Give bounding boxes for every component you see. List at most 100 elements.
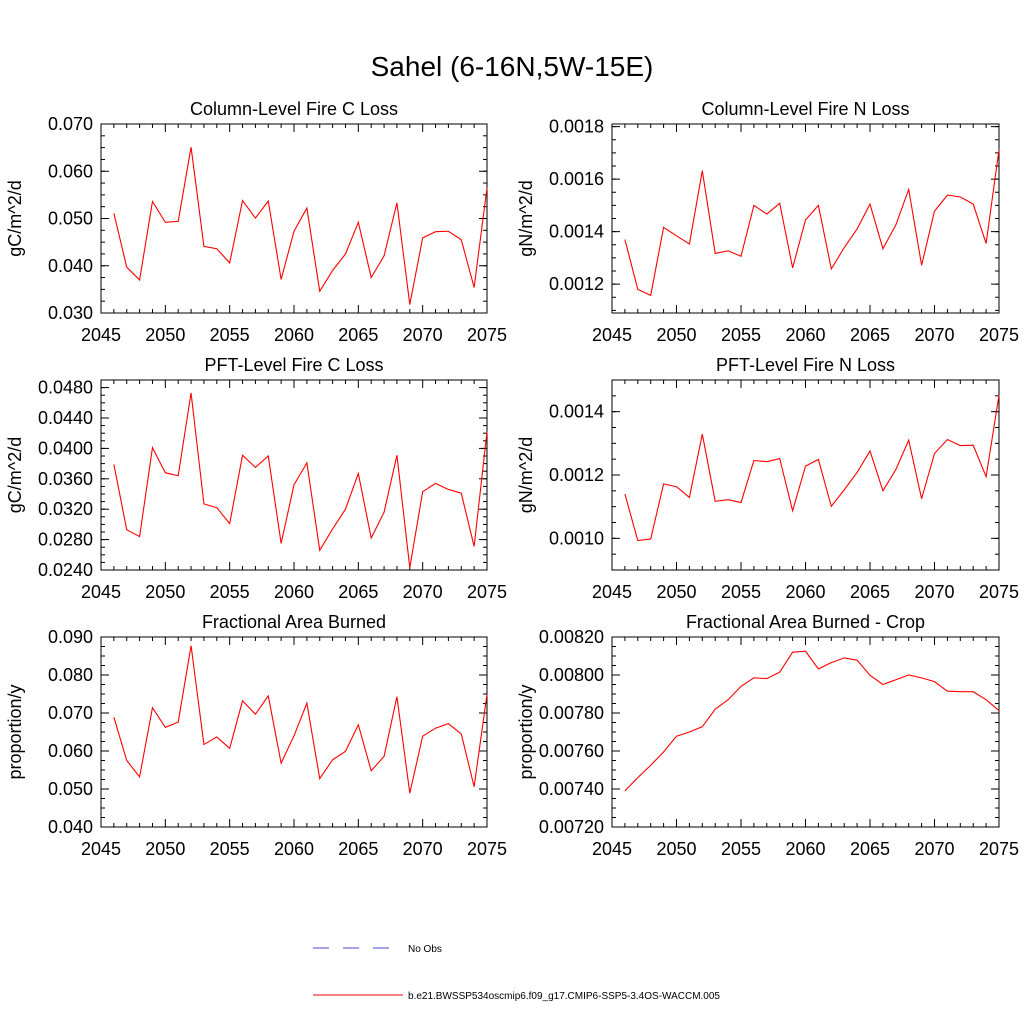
x-tick-label: 2060 — [274, 839, 314, 859]
legend-label-no-obs: No Obs — [408, 944, 442, 955]
y-tick-label: 0.0240 — [38, 560, 93, 580]
y-tick-label: 0.0360 — [38, 469, 93, 489]
x-tick-label: 2075 — [467, 839, 507, 859]
y-tick-label: 0.0012 — [549, 274, 604, 294]
y-axis-label: gN/m^2/d — [516, 180, 536, 256]
x-tick-label: 2055 — [721, 325, 761, 345]
x-tick-label: 2060 — [274, 582, 314, 602]
x-tick-label: 2055 — [210, 839, 250, 859]
y-tick-label: 0.040 — [48, 256, 93, 276]
y-tick-label: 0.070 — [48, 114, 93, 134]
panel-pft-fire-n-loss: PFT-Level Fire N Loss gN/m^2/d 2045 2050 205… — [516, 355, 1019, 602]
y-tick-label: 0.060 — [48, 161, 93, 181]
x-tick-label: 2050 — [145, 582, 185, 602]
x-tick-label: 2060 — [785, 325, 825, 345]
panel-column-fire-n-loss: Column-Level Fire N Loss gN/m^2/d 2045 2050… — [516, 99, 1019, 345]
figure-title: Sahel (6-16N,5W-15E) — [371, 51, 654, 82]
x-tick-label: 2075 — [979, 839, 1019, 859]
x-tick-label: 2070 — [914, 582, 954, 602]
plot-frame — [611, 123, 1000, 314]
plot-frame — [611, 636, 1000, 828]
y-tick-label: 0.00760 — [539, 741, 604, 761]
panel-title: PFT-Level Fire C Loss — [204, 355, 383, 375]
x-tick-label: 2055 — [721, 839, 761, 859]
x-tick-label: 2065 — [850, 325, 890, 345]
x-tick-label: 2065 — [338, 325, 378, 345]
y-tick-label: 0.040 — [48, 817, 93, 837]
x-tick-label: 2050 — [145, 325, 185, 345]
y-tick-label: 0.0320 — [38, 499, 93, 519]
panel-fractional-area-burned-crop: Fractional Area Burned - Crop proportion/… — [516, 612, 1019, 859]
y-tick-label: 0.00800 — [539, 665, 604, 685]
x-tick-label: 2075 — [467, 325, 507, 345]
series-line — [624, 650, 1000, 792]
panel-title: PFT-Level Fire N Loss — [716, 355, 895, 375]
x-tick-label: 2050 — [656, 582, 696, 602]
series-line — [113, 147, 488, 305]
y-tick-label: 0.0280 — [38, 530, 93, 550]
y-tick-label: 0.0014 — [549, 222, 604, 242]
x-tick-label: 2070 — [403, 325, 443, 345]
x-tick-label: 2060 — [274, 325, 314, 345]
panel-fractional-area-burned: Fractional Area Burned proportion/y 2045 20… — [5, 612, 507, 859]
x-tick-label: 2065 — [338, 582, 378, 602]
series-line — [113, 392, 488, 568]
series-line — [624, 149, 1000, 297]
x-tick-label: 2065 — [850, 839, 890, 859]
series-line — [624, 395, 1000, 542]
y-tick-label: 0.070 — [48, 703, 93, 723]
x-tick-label: 2045 — [81, 325, 121, 345]
y-tick-label: 0.060 — [48, 741, 93, 761]
x-tick-label: 2060 — [785, 839, 825, 859]
y-axis-label: gC/m^2/d — [5, 437, 25, 513]
y-tick-label: 0.00740 — [539, 779, 604, 799]
y-tick-label: 0.0018 — [549, 117, 604, 137]
x-tick-label: 2055 — [210, 325, 250, 345]
x-tick-label: 2060 — [785, 582, 825, 602]
y-tick-label: 0.0010 — [549, 528, 604, 548]
legend: No Obs b.e21.BWSSP534oscmip6.f09_g17.CMI… — [313, 944, 720, 1002]
x-tick-label: 2075 — [979, 325, 1019, 345]
x-tick-label: 2065 — [850, 582, 890, 602]
x-tick-label: 2075 — [979, 582, 1019, 602]
x-tick-label: 2065 — [338, 839, 378, 859]
x-tick-label: 2070 — [403, 582, 443, 602]
panel-column-fire-c-loss: Column-Level Fire C Loss gC/m^2/d 2045 2050… — [5, 99, 507, 345]
y-tick-label: 0.030 — [48, 303, 93, 323]
series-line — [113, 645, 488, 794]
plot-frame — [100, 379, 488, 571]
x-tick-label: 2070 — [914, 839, 954, 859]
y-tick-label: 0.090 — [48, 627, 93, 647]
y-axis-label: gN/m^2/d — [516, 437, 536, 513]
y-tick-label: 0.00720 — [539, 817, 604, 837]
x-tick-label: 2050 — [656, 839, 696, 859]
y-axis-label: proportion/y — [5, 684, 25, 779]
y-tick-label: 0.0480 — [38, 378, 93, 398]
panel-pft-fire-c-loss: PFT-Level Fire C Loss gC/m^2/d 2045 2050 205… — [5, 355, 507, 602]
panel-title: Fractional Area Burned - Crop — [686, 612, 925, 632]
y-tick-label: 0.0400 — [38, 438, 93, 458]
plot-frame — [100, 123, 488, 314]
x-tick-label: 2055 — [721, 582, 761, 602]
y-tick-label: 0.00780 — [539, 703, 604, 723]
panel-title: Column-Level Fire N Loss — [701, 99, 909, 119]
y-tick-label: 0.0440 — [38, 408, 93, 428]
x-tick-label: 2055 — [210, 582, 250, 602]
x-tick-label: 2070 — [403, 839, 443, 859]
y-tick-label: 0.0012 — [549, 465, 604, 485]
y-tick-label: 0.050 — [48, 209, 93, 229]
panel-title: Column-Level Fire C Loss — [190, 99, 398, 119]
x-tick-label: 2045 — [592, 582, 632, 602]
y-tick-label: 0.0016 — [549, 169, 604, 189]
y-axis-label: proportion/y — [516, 684, 536, 779]
x-tick-label: 2050 — [656, 325, 696, 345]
legend-label-simulation: b.e21.BWSSP534oscmip6.f09_g17.CMIP6-SSP5… — [408, 991, 720, 1002]
x-tick-label: 2070 — [914, 325, 954, 345]
panel-title: Fractional Area Burned — [202, 612, 386, 632]
x-tick-label: 2045 — [81, 839, 121, 859]
y-tick-label: 0.00820 — [539, 627, 604, 647]
x-tick-label: 2045 — [592, 325, 632, 345]
x-tick-label: 2045 — [81, 582, 121, 602]
x-tick-label: 2075 — [467, 582, 507, 602]
